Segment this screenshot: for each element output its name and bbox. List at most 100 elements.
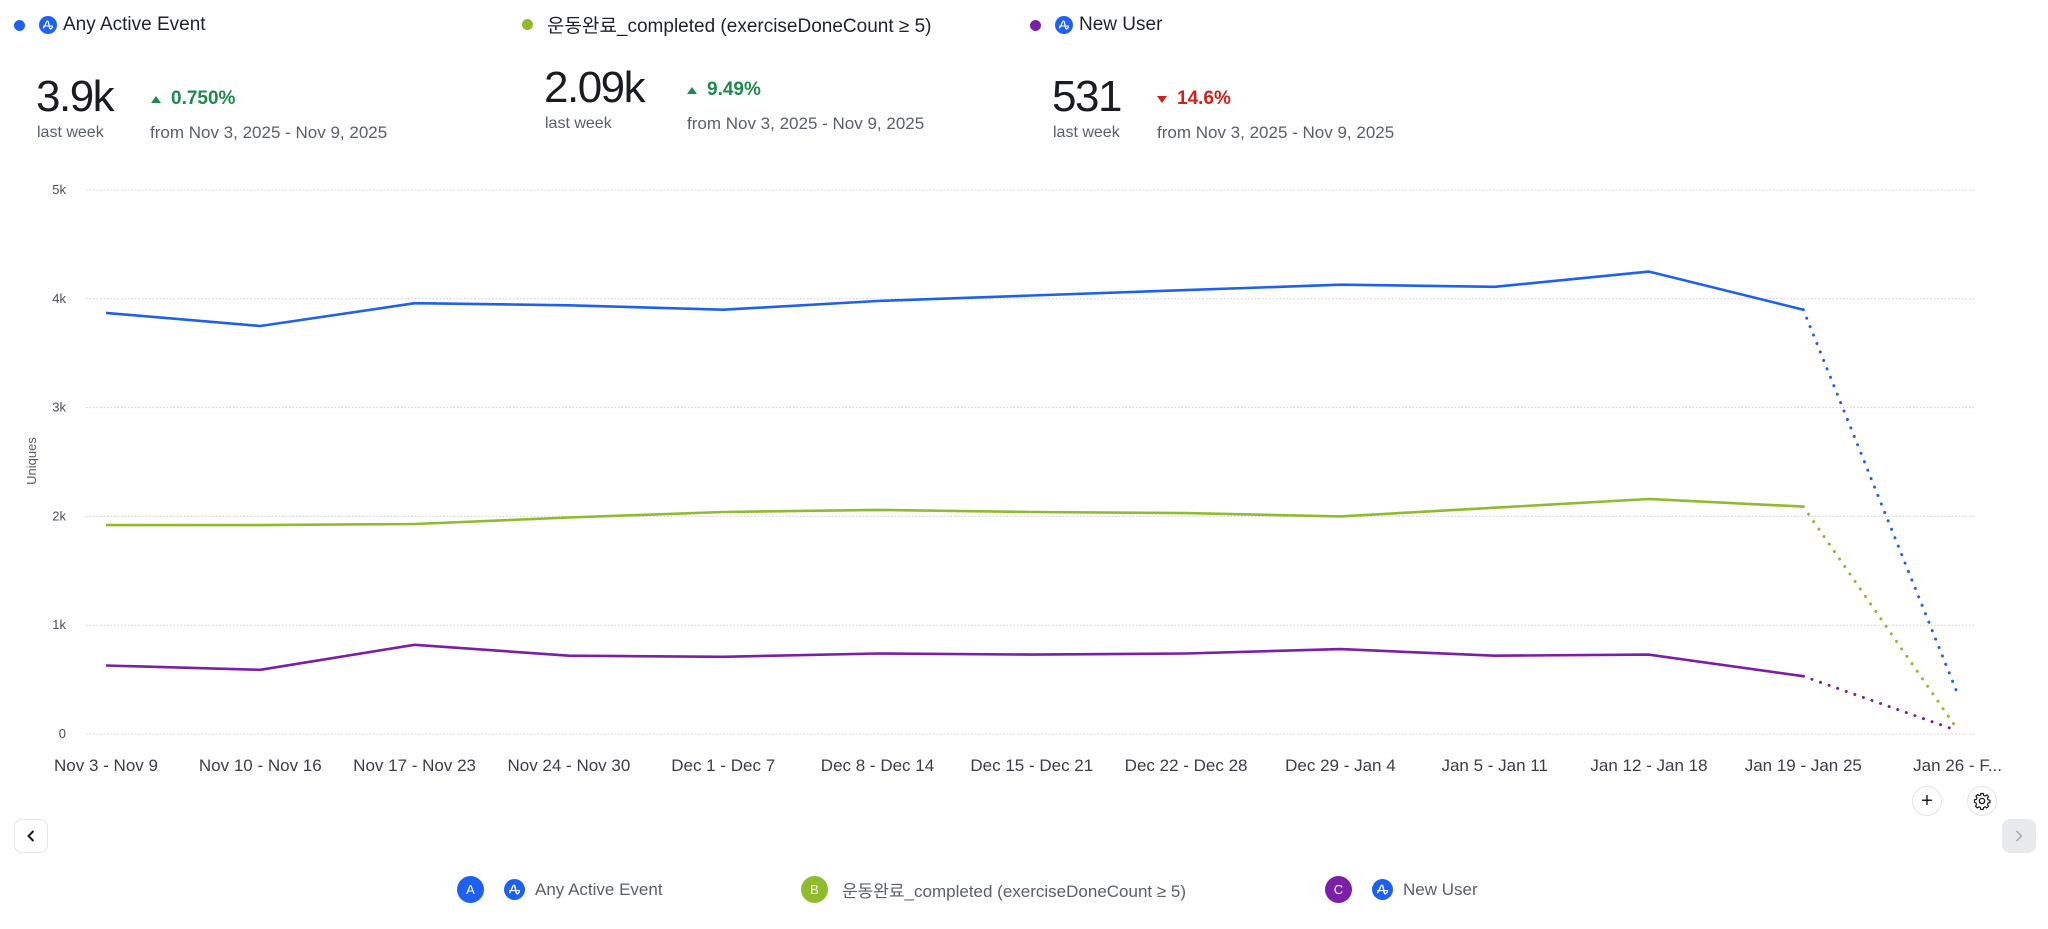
chevron-right-icon xyxy=(2015,830,2023,842)
series-color-dot xyxy=(522,19,533,30)
data-point[interactable] xyxy=(717,506,729,518)
series-line[interactable] xyxy=(105,643,1804,678)
series-incomplete-segment[interactable] xyxy=(1801,308,1960,696)
data-point[interactable] xyxy=(1489,281,1501,293)
data-point[interactable] xyxy=(1797,501,1809,513)
chart-gridlines xyxy=(86,189,1976,735)
gear-icon xyxy=(1973,792,1991,810)
data-point[interactable] xyxy=(1334,643,1346,655)
data-point[interactable] xyxy=(100,307,112,319)
line-chart: 0 1k 2k 3k 4k 5k Uniques Nov 3 - Nov 9 Nov 10 … xyxy=(24,182,2002,775)
series-line[interactable] xyxy=(105,270,1804,328)
data-point[interactable] xyxy=(563,650,575,662)
data-point[interactable] xyxy=(409,297,421,309)
legend-label: 운동완료_completed (exerciseDoneCount ≥ 5) xyxy=(842,882,1187,901)
data-point[interactable] xyxy=(872,504,884,516)
legend-item-b[interactable]: B 운동완료_completed (exerciseDoneCount ≥ 5) xyxy=(801,876,1186,903)
scroll-right-button[interactable] xyxy=(2002,819,2036,853)
data-point[interactable] xyxy=(100,519,112,531)
data-point[interactable] xyxy=(1797,304,1809,316)
kpi-period: last week xyxy=(1053,124,1120,141)
settings-button[interactable] xyxy=(1967,786,1997,816)
data-point[interactable] xyxy=(1643,493,1655,505)
kpi-series-label: Any Active Event xyxy=(63,14,206,35)
kpi-value: 3.9k xyxy=(36,72,115,121)
legend-item-a[interactable]: A Any Active Event xyxy=(457,876,663,903)
chart-series xyxy=(100,266,1964,737)
data-point[interactable] xyxy=(1952,688,1964,700)
legend-label: New User xyxy=(1403,879,1478,899)
kpi-header[interactable]: 운동완료_completed (exerciseDoneCount ≥ 5) xyxy=(522,11,932,38)
data-point[interactable] xyxy=(1026,290,1038,302)
series-incomplete-segment[interactable] xyxy=(1801,674,1960,733)
kpi-delta-value: 14.6% xyxy=(1177,88,1231,109)
data-point[interactable] xyxy=(1334,279,1346,291)
x-tick-label: Nov 24 - Nov 30 xyxy=(507,756,630,775)
y-tick-label: 2k xyxy=(52,508,66,523)
series-a[interactable] xyxy=(100,266,1964,700)
kpi-comparison: from Nov 3, 2025 - Nov 9, 2025 xyxy=(1157,123,1395,142)
arrow-up-icon xyxy=(151,95,161,103)
data-point[interactable] xyxy=(254,519,266,531)
data-point[interactable] xyxy=(1489,502,1501,514)
add-button[interactable]: + xyxy=(1912,786,1942,816)
series-letter-badge: B xyxy=(801,876,828,903)
x-tick-label: Jan 12 - Jan 18 xyxy=(1590,756,1707,775)
chevron-left-icon xyxy=(27,830,35,842)
data-point[interactable] xyxy=(254,320,266,332)
y-tick-label: 5k xyxy=(52,182,66,197)
series-b[interactable] xyxy=(100,493,1964,736)
data-point[interactable] xyxy=(409,518,421,530)
scroll-left-button[interactable] xyxy=(14,819,48,853)
data-point[interactable] xyxy=(717,651,729,663)
y-tick-label: 1k xyxy=(52,617,66,632)
data-point[interactable] xyxy=(1026,649,1038,661)
data-point[interactable] xyxy=(409,639,421,651)
kpi-series-label: New User xyxy=(1079,14,1163,35)
data-point[interactable] xyxy=(1180,507,1192,519)
kpi-comparison: from Nov 3, 2025 - Nov 9, 2025 xyxy=(150,123,388,142)
kpi-period: last week xyxy=(545,115,612,132)
data-point[interactable] xyxy=(1797,670,1809,682)
x-axis-ticks: Nov 3 - Nov 9 Nov 10 - Nov 16 Nov 17 - Nov… xyxy=(54,756,2002,775)
x-tick-label: Jan 5 - Jan 11 xyxy=(1441,756,1547,775)
data-point[interactable] xyxy=(1643,649,1655,661)
data-point[interactable] xyxy=(1026,506,1038,518)
kpi-delta-value: 9.49% xyxy=(707,79,761,100)
data-point[interactable] xyxy=(563,511,575,523)
data-point[interactable] xyxy=(872,647,884,659)
data-point[interactable] xyxy=(254,664,266,676)
legend-item-c[interactable]: C New User xyxy=(1325,876,1478,903)
series-letter-badge: A xyxy=(457,876,484,903)
y-tick-label: 0 xyxy=(59,726,66,741)
arrow-up-icon xyxy=(687,86,697,94)
kpi-header[interactable]: Any Active Event xyxy=(14,14,206,36)
amplitude-logo-icon xyxy=(504,879,525,900)
x-tick-label: Jan 19 - Jan 25 xyxy=(1745,756,1862,775)
kpi-value: 2.09k xyxy=(544,63,646,112)
kpi-delta: 9.49% xyxy=(687,79,761,101)
kpi-delta-value: 0.750% xyxy=(171,88,236,109)
data-point[interactable] xyxy=(1334,510,1346,522)
amplitude-logo-icon xyxy=(39,16,57,34)
x-tick-label: Nov 3 - Nov 9 xyxy=(54,756,158,775)
amplitude-logo-icon xyxy=(1055,16,1073,34)
data-point[interactable] xyxy=(1643,266,1655,278)
y-axis-ticks: 0 1k 2k 3k 4k 5k xyxy=(52,182,66,741)
series-incomplete-segment[interactable] xyxy=(1801,505,1960,732)
series-line[interactable] xyxy=(106,497,1804,527)
data-point[interactable] xyxy=(1489,650,1501,662)
series-color-dot xyxy=(1030,19,1041,31)
kpi-header[interactable]: New User xyxy=(1030,14,1162,36)
data-point[interactable] xyxy=(563,299,575,311)
series-color-dot xyxy=(14,19,25,31)
data-point[interactable] xyxy=(1180,647,1192,659)
series-c[interactable] xyxy=(100,639,1964,737)
x-tick-label: Dec 29 - Jan 4 xyxy=(1285,756,1396,775)
y-tick-label: 3k xyxy=(52,400,66,415)
data-point[interactable] xyxy=(100,659,112,671)
data-point[interactable] xyxy=(717,304,729,316)
data-point[interactable] xyxy=(872,295,884,307)
data-point[interactable] xyxy=(1952,725,1964,737)
data-point[interactable] xyxy=(1180,284,1192,296)
